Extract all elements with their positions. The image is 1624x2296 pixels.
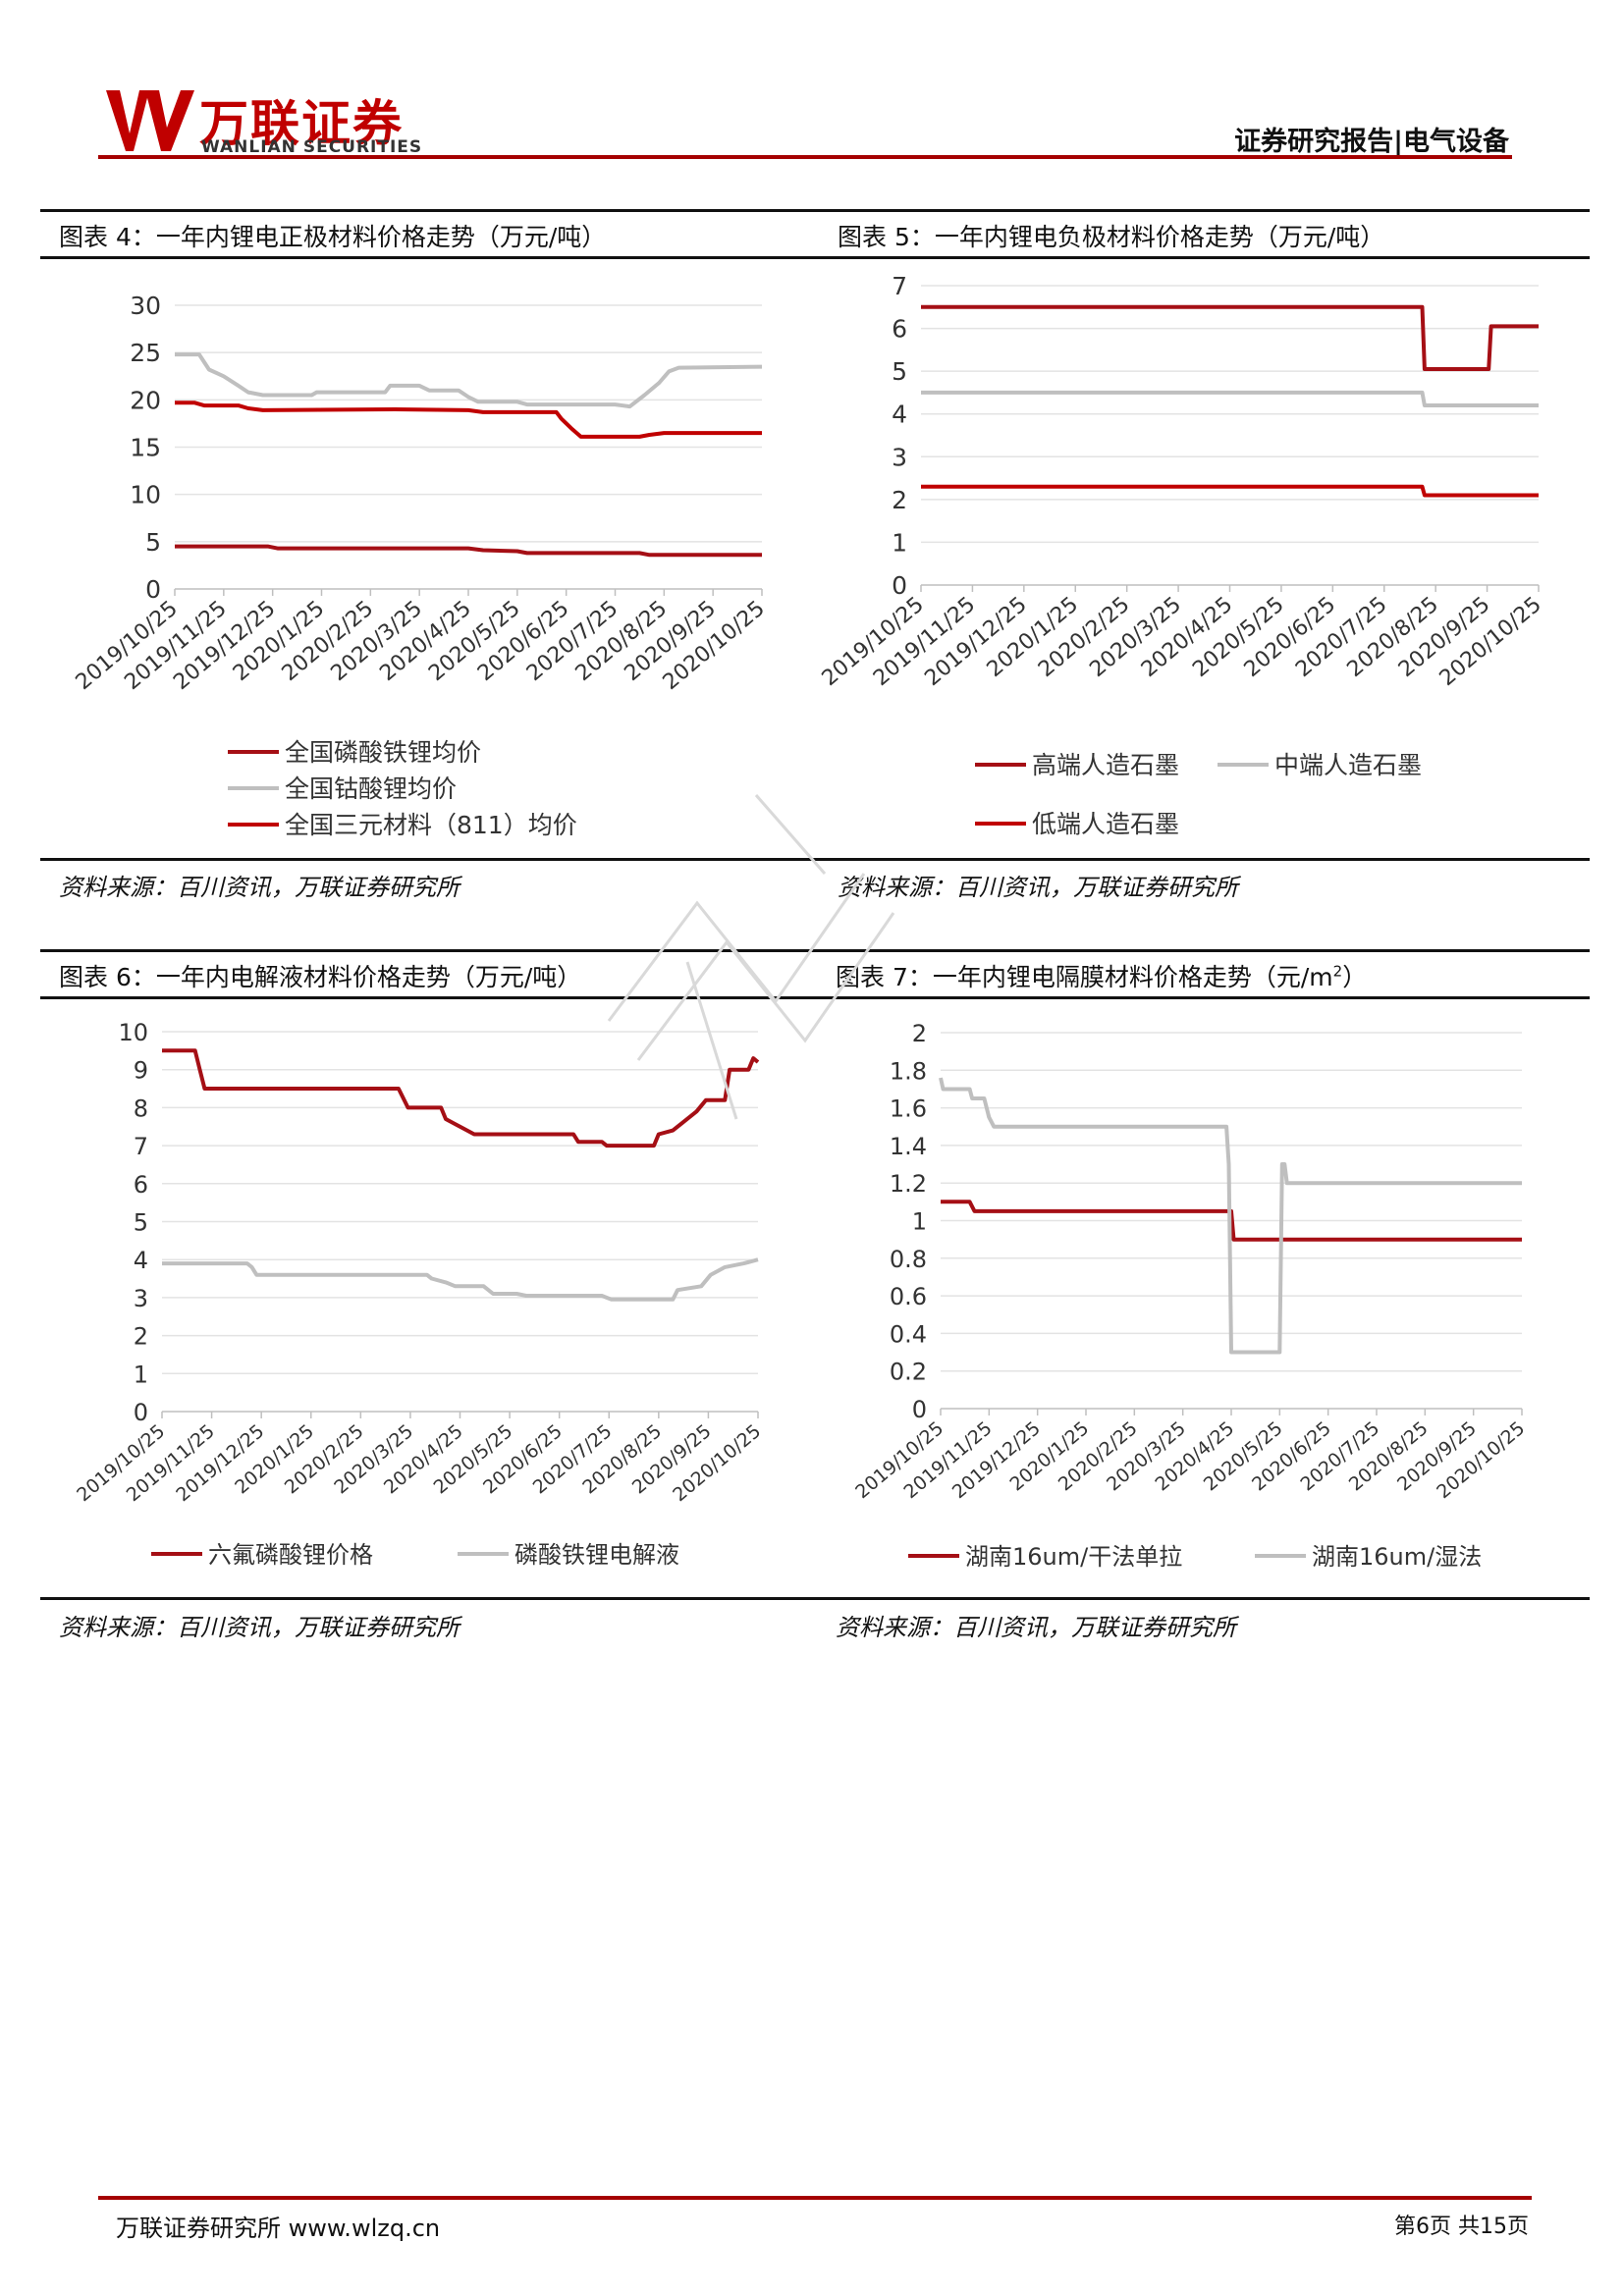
legend-label: 全国磷酸铁锂均价 — [285, 738, 481, 767]
y-tick-label: 0 — [134, 1399, 148, 1426]
y-tick-label: 5 — [145, 528, 161, 557]
y-tick-label: 9 — [134, 1057, 148, 1085]
y-tick-label: 1.6 — [890, 1095, 927, 1123]
fig7-source: 资料来源：百川资讯，万联证券研究所 — [836, 1614, 1236, 1641]
series-line-1 — [175, 544, 762, 558]
legend-label: 六氟磷酸锂价格 — [208, 1541, 373, 1569]
legend-label: 中端人造石墨 — [1274, 751, 1422, 779]
legend-label: 全国钴酸锂均价 — [285, 774, 457, 803]
y-tick-label: 10 — [130, 481, 161, 509]
y-tick-label: 10 — [118, 1019, 148, 1046]
fig4-source: 资料来源：百川资讯，万联证券研究所 — [59, 874, 460, 901]
y-tick-label: 15 — [130, 434, 161, 462]
legend-label: 高端人造石墨 — [1032, 751, 1179, 779]
fig7-title-sup: 2 — [1332, 962, 1343, 981]
y-tick-label: 4 — [134, 1247, 148, 1274]
y-tick-label: 1.4 — [890, 1133, 927, 1160]
y-tick-label: 5 — [134, 1209, 148, 1237]
series-line-1 — [921, 304, 1539, 371]
figure-row1-bottom-rule — [40, 858, 1590, 861]
fig7-title: 图表 7：一年内锂电隔膜材料价格走势（元/m2） — [836, 958, 1367, 993]
y-tick-label: 0.2 — [890, 1359, 927, 1386]
series-line-3 — [921, 484, 1539, 498]
figure-row1-title-rule — [40, 256, 1590, 259]
y-tick-label: 4 — [892, 400, 907, 429]
y-tick-label: 0.4 — [890, 1320, 927, 1348]
y-tick-label: 1.8 — [890, 1057, 927, 1085]
y-tick-label: 0.6 — [890, 1283, 927, 1310]
series-line-2 — [162, 1257, 759, 1302]
series-line-1 — [162, 1048, 760, 1148]
wanlian-logo-icon — [106, 90, 194, 151]
y-tick-label: 2 — [892, 486, 907, 514]
y-tick-label: 7 — [892, 272, 907, 300]
y-tick-label: 2 — [134, 1323, 148, 1351]
fig6-source: 资料来源：百川资讯，万联证券研究所 — [59, 1614, 460, 1641]
fig7-title-main: 图表 7：一年内锂电隔膜材料价格走势（元/m — [836, 963, 1333, 991]
report-type-label: 证券研究报告|电气设备 — [1234, 127, 1509, 157]
y-tick-label: 1 — [892, 528, 907, 557]
footer-divider — [98, 2196, 1532, 2200]
figure-row2-top-rule — [40, 949, 1590, 952]
logo-text-cn: 万联证券 — [199, 95, 404, 152]
legend-label: 湖南16um/干法单拉 — [965, 1543, 1182, 1571]
y-tick-label: 1 — [134, 1361, 148, 1388]
y-tick-label: 25 — [130, 339, 161, 367]
fig6-title: 图表 6：一年内电解液材料价格走势（万元/吨） — [59, 963, 582, 991]
fig5-source: 资料来源：百川资讯，万联证券研究所 — [838, 874, 1238, 901]
fig7-title-close: ） — [1342, 963, 1368, 991]
fig5-title: 图表 5：一年内锂电负极材料价格走势（万元/吨） — [838, 223, 1385, 251]
legend-label: 磷酸铁锂电解液 — [514, 1541, 679, 1569]
legend-label: 全国三元材料（811）均价 — [285, 811, 577, 839]
y-tick-label: 0.8 — [890, 1246, 927, 1273]
watermark-icon — [607, 794, 895, 1120]
y-tick-label: 3 — [892, 443, 907, 471]
footer-page-number: 第6页 共15页 — [1394, 2215, 1529, 2239]
y-tick-label: 0 — [912, 1396, 927, 1423]
y-tick-label: 0 — [892, 571, 907, 600]
y-tick-label: 1 — [912, 1208, 927, 1236]
y-tick-label: 6 — [134, 1171, 148, 1199]
series-line-2 — [939, 1077, 1522, 1355]
figure-row2-title-rule — [40, 996, 1590, 999]
legend-label: 低端人造石墨 — [1032, 810, 1179, 838]
legend-label: 湖南16um/湿法 — [1312, 1543, 1482, 1571]
header-divider — [98, 155, 1512, 159]
y-tick-label: 5 — [892, 357, 907, 386]
y-tick-label: 20 — [130, 386, 161, 414]
series-line-3 — [175, 400, 762, 439]
figure-row1-top-rule — [40, 209, 1590, 212]
series-line-2 — [921, 390, 1539, 407]
y-tick-label: 8 — [134, 1095, 148, 1122]
y-tick-label: 7 — [134, 1133, 148, 1160]
figure-row2-bottom-rule — [40, 1597, 1590, 1600]
y-tick-label: 1.2 — [890, 1170, 927, 1198]
y-tick-label: 0 — [145, 575, 161, 604]
logo-text-en: WANLIAN SECURITIES — [201, 137, 423, 157]
y-tick-label: 30 — [130, 292, 161, 320]
footer-firm: 万联证券研究所 www.wlzq.cn — [116, 2215, 441, 2242]
fig4-title: 图表 4：一年内锂电正极材料价格走势（万元/吨） — [59, 223, 607, 251]
y-tick-label: 6 — [892, 315, 907, 344]
series-line-2 — [175, 352, 763, 409]
y-tick-label: 3 — [134, 1285, 148, 1312]
y-tick-label: 2 — [912, 1020, 927, 1047]
